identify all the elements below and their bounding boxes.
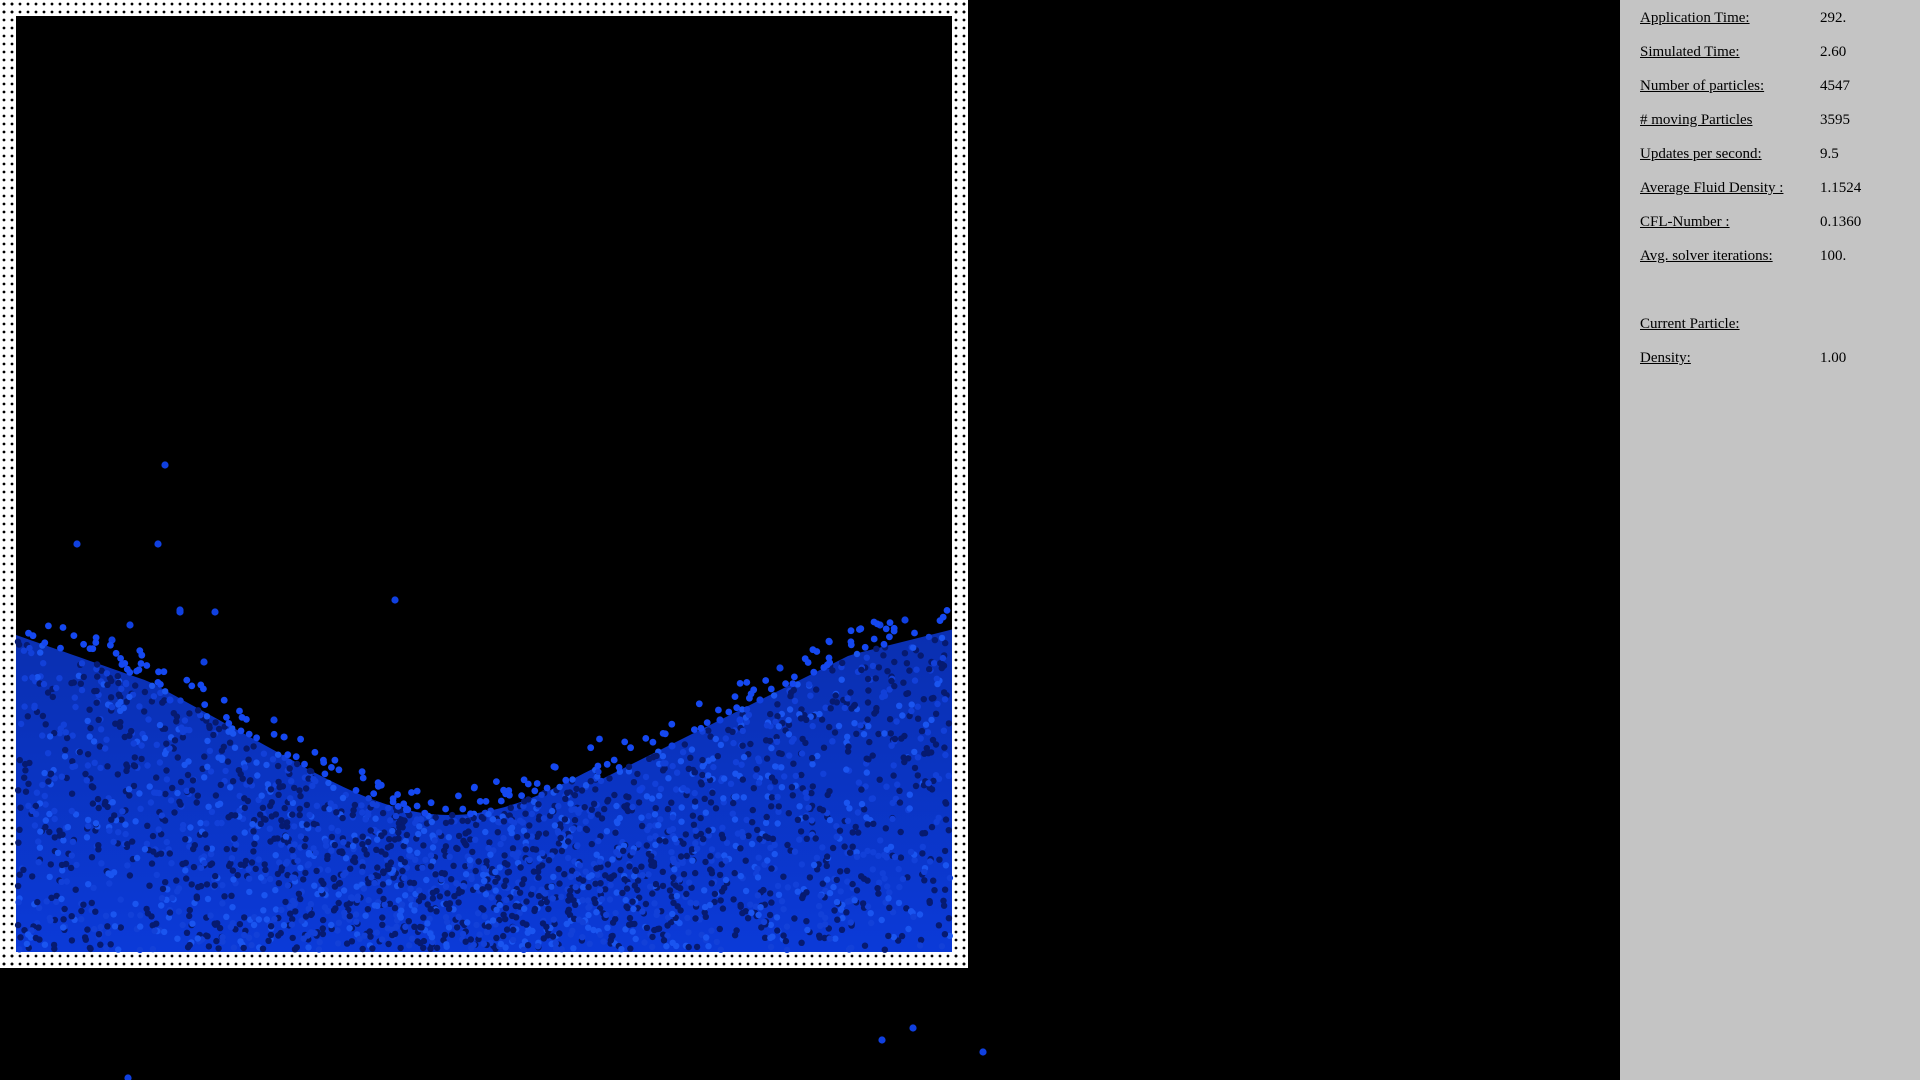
stat-simulated-time: Simulated Time: 2.60 (1640, 44, 1910, 68)
current-particle-density: Density: 1.00 (1640, 350, 1910, 374)
wall-particles (2, 2, 966, 966)
stat-label: # moving Particles (1640, 112, 1753, 128)
density-label: Density: (1640, 350, 1691, 366)
stat-label: Avg. solver iterations: (1640, 248, 1773, 264)
stat-value: 0.1360 (1820, 214, 1862, 230)
stat-moving-particles: # moving Particles 3595 (1640, 112, 1910, 136)
density-value: 1.00 (1820, 350, 1847, 366)
stat-label: Average Fluid Density : (1640, 180, 1784, 196)
current-particle-heading: Current Particle: (1640, 316, 1910, 340)
stat-value: 9.5 (1820, 146, 1839, 162)
stat-value: 100. (1820, 248, 1847, 264)
stat-value: 3595 (1820, 112, 1850, 128)
stat-value: 292. (1820, 10, 1847, 26)
particle-canvas[interactable] (0, 0, 1620, 1080)
stat-updates-per-second: Updates per second: 9.5 (1640, 146, 1910, 170)
stat-number-of-particles: Number of particles: 4547 (1640, 78, 1910, 102)
stat-cfl-number: CFL-Number : 0.1360 (1640, 214, 1910, 238)
stat-label: Application Time: (1640, 10, 1750, 26)
stat-application-time: Application Time: 292. (1640, 10, 1910, 34)
fluid-particles (14, 633, 954, 954)
stat-value: 4547 (1820, 78, 1850, 94)
stat-label: CFL-Number : (1640, 214, 1730, 230)
stat-label: Updates per second: (1640, 146, 1762, 162)
splash-particles (25, 461, 987, 1080)
stat-value: 2.60 (1820, 44, 1847, 60)
info-panel: Application Time: 292. Simulated Time: 2… (1620, 0, 1920, 1080)
current-particle-label: Current Particle: (1640, 316, 1740, 332)
stat-label: Number of particles: (1640, 78, 1765, 94)
stat-average-fluid-density: Average Fluid Density : 1.1524 (1640, 180, 1910, 204)
stat-value: 1.1524 (1820, 180, 1862, 196)
simulation-viewport[interactable] (0, 0, 1620, 1080)
stat-avg-solver-iterations: Avg. solver iterations: 100. (1640, 248, 1910, 272)
stat-label: Simulated Time: (1640, 44, 1740, 60)
